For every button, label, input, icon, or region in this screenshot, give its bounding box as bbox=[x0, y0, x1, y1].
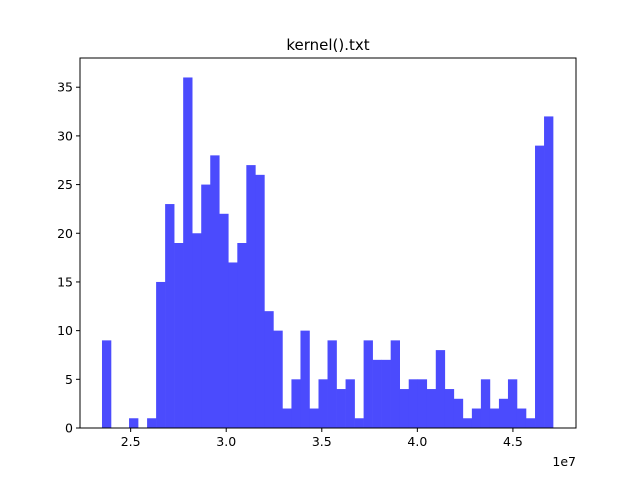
histogram-bar bbox=[318, 379, 328, 428]
histogram-bar bbox=[327, 340, 337, 428]
histogram-bar bbox=[544, 116, 554, 428]
histogram-bar bbox=[372, 359, 382, 428]
histogram-bar bbox=[498, 398, 509, 428]
histogram-bar bbox=[535, 145, 545, 428]
chart-title: kernel().txt bbox=[286, 36, 369, 54]
histogram-bar bbox=[309, 408, 319, 428]
y-tick-label: 30 bbox=[57, 128, 73, 143]
histogram-bar bbox=[399, 389, 410, 428]
histogram-bar bbox=[471, 408, 482, 428]
histogram-bar bbox=[129, 418, 139, 428]
x-tick-label: 4.0 bbox=[407, 434, 427, 449]
histogram-bar bbox=[210, 155, 220, 429]
histogram-bar bbox=[219, 213, 229, 428]
plot-area-frame bbox=[79, 57, 577, 429]
histogram-bar bbox=[453, 398, 464, 428]
histogram-bar bbox=[417, 379, 428, 428]
histogram-bar bbox=[480, 379, 491, 428]
histogram-bar bbox=[264, 311, 274, 428]
histogram-bar bbox=[282, 408, 292, 428]
histogram-bar bbox=[183, 77, 193, 428]
histogram-bar bbox=[462, 418, 473, 428]
x-axis: 2.5 3.0 3.5 4.0 4.5 bbox=[121, 428, 523, 449]
y-tick-label: 0 bbox=[65, 421, 73, 436]
y-tick-label: 10 bbox=[57, 323, 73, 338]
histogram-bar bbox=[237, 243, 247, 428]
histogram-bar bbox=[192, 233, 202, 428]
histogram-bar bbox=[273, 330, 283, 428]
histogram-bar bbox=[363, 340, 373, 428]
histogram-bar bbox=[435, 350, 446, 428]
histogram-bar bbox=[408, 379, 419, 428]
histogram-bar bbox=[174, 243, 184, 428]
y-tick-label: 25 bbox=[57, 177, 73, 192]
y-tick-label: 35 bbox=[57, 80, 73, 95]
histogram-bar bbox=[525, 418, 536, 428]
histogram-bar bbox=[300, 330, 310, 428]
histogram-bar bbox=[165, 204, 175, 428]
x-tick-label: 3.0 bbox=[216, 434, 236, 449]
x-tick-label: 2.5 bbox=[121, 434, 141, 449]
histogram-bars bbox=[101, 77, 554, 429]
histogram-bar bbox=[291, 379, 301, 428]
x-axis-offset-label: 1e7 bbox=[552, 454, 576, 469]
histogram-bar bbox=[336, 389, 346, 428]
histogram-bar bbox=[426, 389, 437, 428]
x-tick-label: 4.5 bbox=[503, 434, 523, 449]
histogram-bar bbox=[255, 174, 265, 428]
histogram-bar bbox=[444, 389, 455, 428]
histogram-bar bbox=[516, 408, 527, 428]
histogram-bar bbox=[381, 359, 391, 428]
histogram-bar bbox=[246, 165, 256, 428]
histogram-bar bbox=[354, 418, 364, 428]
y-tick-label: 15 bbox=[57, 274, 73, 289]
x-tick-label: 3.5 bbox=[312, 434, 332, 449]
histogram-bar bbox=[147, 418, 157, 428]
histogram-bar bbox=[201, 184, 211, 428]
histogram-bar bbox=[345, 379, 355, 428]
histogram-bar bbox=[101, 340, 112, 428]
y-tick-label: 20 bbox=[57, 226, 73, 241]
histogram-bar bbox=[228, 262, 238, 428]
y-axis: 0 5 10 15 20 25 30 35 bbox=[57, 80, 80, 436]
histogram-bar bbox=[489, 408, 500, 428]
histogram-bar bbox=[156, 281, 166, 428]
histogram-bar bbox=[390, 340, 400, 428]
histogram-bar bbox=[507, 379, 518, 428]
y-tick-label: 5 bbox=[65, 372, 73, 387]
